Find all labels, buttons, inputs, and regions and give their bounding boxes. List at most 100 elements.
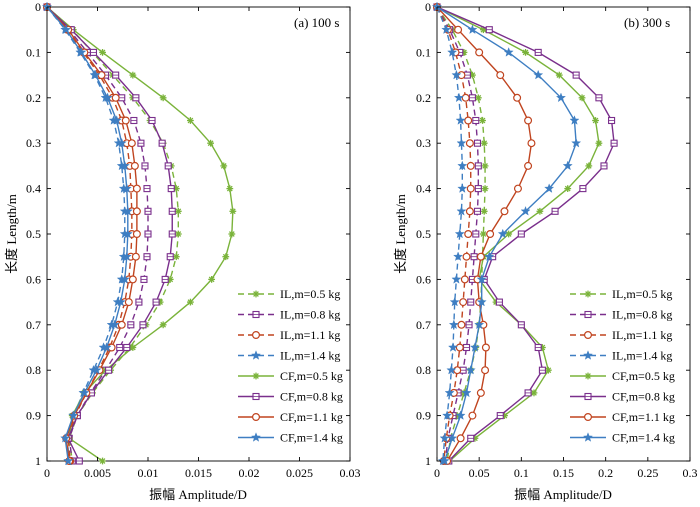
panel-a-data-point <box>109 319 120 330</box>
panel-b-legend-item: CF,m=0.8 kg <box>570 390 675 404</box>
panel-a-data-point <box>121 116 130 125</box>
panel-b-data-point <box>472 230 480 238</box>
panel-a-data-point <box>132 230 141 239</box>
panel-b-data-point <box>569 115 580 125</box>
panel-a-data-point <box>222 253 230 261</box>
panel-b-legend-marker <box>582 350 594 360</box>
panel-b-data-point <box>439 455 450 466</box>
panel-a-data-point <box>226 185 234 192</box>
panel-b-data-point <box>476 296 487 307</box>
panel-a-data-point <box>208 276 216 283</box>
panel-a-data-point <box>148 116 156 125</box>
panel-b-legend-item: CF,m=0.5 kg <box>570 369 675 383</box>
panel-b-data-point <box>473 207 482 215</box>
panel-a-data-point <box>144 207 152 215</box>
panel-b-data-point <box>474 94 482 102</box>
panel-a-series-line <box>46 6 149 462</box>
panel-b-data-point <box>454 25 463 34</box>
panel-a-legend-item: CF,m=0.8 kg <box>238 390 343 404</box>
panel-b-data-point <box>480 207 488 215</box>
panel-a-data-point <box>132 94 140 102</box>
panel-a-legend-item: IL,m=0.8 kg <box>238 308 340 322</box>
panel-a-data-point <box>174 207 182 215</box>
panel-a-legend-marker <box>252 372 260 380</box>
panel-a-data-point <box>127 139 136 148</box>
panel-a-data-point <box>61 24 72 34</box>
panel-b-data-point <box>595 94 603 102</box>
panel-a-data-point <box>141 162 149 170</box>
panel-a-legend-label: CF,m=0.8 kg <box>280 390 343 404</box>
panel-b-data-point <box>448 319 459 330</box>
panel-a-legend-marker <box>252 392 260 401</box>
panel-a-data-point <box>101 342 112 352</box>
panel-b-data-point <box>572 71 580 79</box>
panel-b-data-point <box>524 389 532 397</box>
panel-b-data-point <box>595 139 603 147</box>
panel-a-legend-item: IL,m=0.5 kg <box>238 287 340 301</box>
panel-b-data-point <box>555 92 566 103</box>
panel-a-data-point <box>228 230 236 238</box>
panel-a-data-point <box>161 275 169 283</box>
panel-a-x-tick-label: 0.01 <box>138 466 159 480</box>
panel-a-x-tick-label: 0 <box>44 466 50 480</box>
panel-b-data-point <box>513 93 522 102</box>
panel-b-data-point <box>455 343 464 352</box>
panel-a-data-point <box>167 185 175 193</box>
panel-b-data-point <box>479 117 486 124</box>
panel-b-data-point <box>457 320 466 329</box>
panel-b-x-tick-label: 0.05 <box>469 466 490 480</box>
panel-a-legend-item: CF,m=1.4 kg <box>238 431 343 445</box>
panel-a-data-point <box>140 275 148 283</box>
panel-b-data-point <box>465 139 474 148</box>
panel-b-data-point <box>585 162 593 170</box>
panel-a-data-point <box>131 252 140 261</box>
panel-b-legend: IL,m=0.5 kg IL,m=0.8 kg IL,m=1.1 kg IL,m=1.… <box>570 287 675 445</box>
panel-a-y-tick-label: 0.9 <box>26 409 41 423</box>
panel-b-series-layer <box>431 1 618 466</box>
panel-b-legend-label: IL,m=0.8 kg <box>612 308 672 322</box>
panel-b-legend-item: IL,m=0.8 kg <box>570 308 672 322</box>
panel-a-data-point <box>112 71 120 79</box>
panel-b-data-point <box>474 319 485 330</box>
panel-b-data-point <box>465 321 473 329</box>
panel-b-ticks-layer: 00.10.20.30.40.50.60.70.80.910 0.05 0.1 0.1… <box>416 0 698 480</box>
panel-a-data-point <box>164 162 172 170</box>
panel-a-x-tick-label: 0.03 <box>340 466 361 480</box>
panel-a-legend-marker <box>250 350 262 360</box>
panel-b-data-point <box>503 47 514 57</box>
panel-a-ticks-layer: 00.10.20.30.40.50.60.70.80.910 0.005 0.01 0… <box>26 0 361 480</box>
panel-b-data-point <box>481 162 489 170</box>
panel-b-data-point <box>448 342 459 352</box>
panel-b-legend-marker <box>584 310 592 319</box>
panel-a-data-point <box>220 162 228 170</box>
panel-b-data-point <box>457 160 468 171</box>
panel-b-y-tick-label: 0.1 <box>416 45 431 59</box>
panel-a-data-point <box>122 206 133 216</box>
panel-b-data-point <box>459 298 468 307</box>
panel-a-legend-label: IL,m=0.8 kg <box>280 308 340 322</box>
panel-b-data-point <box>453 92 464 103</box>
panel-b-x-tick-label: 0.2 <box>598 466 613 480</box>
panel-a-data-point <box>116 137 127 148</box>
panel-b-data-point <box>460 275 469 284</box>
panel-b-data-point <box>444 387 455 398</box>
panel-a-data-point <box>124 298 133 307</box>
panel-b-legend-label: CF,m=0.8 kg <box>612 390 675 404</box>
panel-b-data-point <box>457 183 468 193</box>
panel-b-y-tick-label: 1 <box>425 454 431 468</box>
panel-b-data-point <box>451 69 462 80</box>
panel-a-data-point <box>144 230 152 238</box>
panel-b-data-point <box>449 296 460 307</box>
panel-b-data-point <box>495 298 503 306</box>
panel-b-data-point <box>533 69 544 80</box>
panel-b-data-point <box>467 24 478 34</box>
panel-b-data-point <box>476 388 485 397</box>
panel-b-data-point <box>468 411 477 420</box>
panel-a-data-point <box>229 207 237 215</box>
panel-b-legend-label: IL,m=1.4 kg <box>612 349 672 363</box>
panel-b-series-8 <box>431 1 582 466</box>
panel-a-100s: (a) 100 s 00.10.20.30.40.50.60.70.80.910… <box>26 0 361 480</box>
panel-a-data-point <box>76 47 87 57</box>
panel-b-series-4 <box>431 1 468 466</box>
panel-a-data-point <box>111 93 120 102</box>
